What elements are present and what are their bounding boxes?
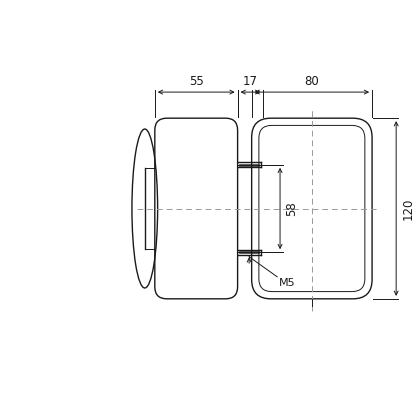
Text: 58: 58 (285, 201, 298, 216)
Text: 17: 17 (243, 75, 258, 88)
Text: 120: 120 (402, 197, 415, 220)
Text: 55: 55 (189, 75, 203, 88)
Text: M5: M5 (279, 278, 295, 288)
Text: 80: 80 (304, 75, 319, 88)
